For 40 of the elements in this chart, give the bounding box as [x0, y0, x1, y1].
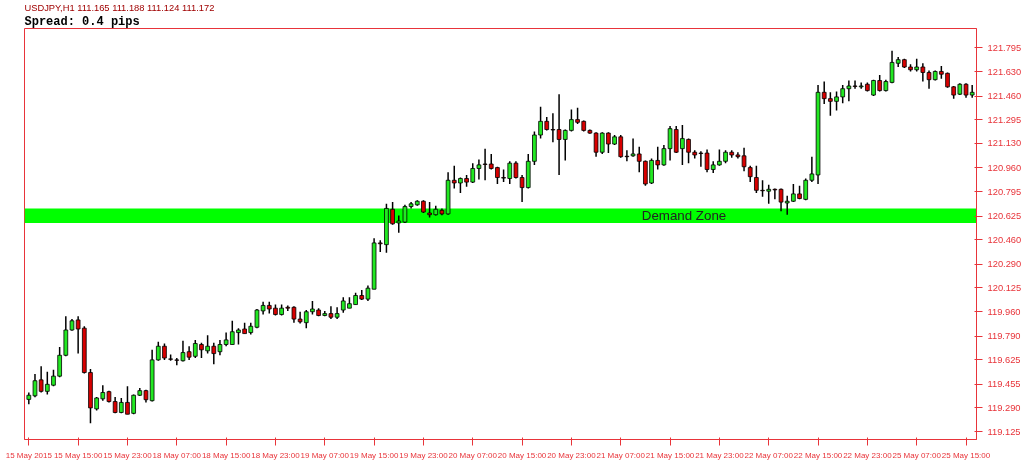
y-tick-label: 121.295 [987, 114, 1022, 125]
y-tick-label: 119.790 [987, 331, 1021, 342]
x-tick-label: 25 May 07:00 [892, 450, 942, 460]
y-tick-label: 119.290 [987, 402, 1021, 413]
x-tick-label: 21 May 23:00 [695, 450, 745, 460]
y-tick-label: 121.130 [987, 138, 1022, 149]
band-label: Demand Zone [641, 208, 727, 224]
y-tick-label: 120.460 [987, 234, 1022, 245]
x-tick-label: 15 May 15:00 [53, 450, 103, 460]
x-tick-label: 22 May 23:00 [843, 450, 893, 460]
x-tick-label: 19 May 23:00 [399, 450, 449, 460]
x-tick-label: 15 May 2015 [5, 450, 53, 460]
x-tick-label: 20 May 07:00 [448, 450, 498, 460]
x-tick-label: 18 May 07:00 [152, 450, 202, 460]
x-tick-label: 20 May 15:00 [497, 450, 547, 460]
x-tick-label: 15 May 23:00 [103, 450, 153, 460]
x-tick-label: 21 May 15:00 [645, 450, 695, 460]
x-tick-label: 22 May 15:00 [793, 450, 843, 460]
y-tick-label: 120.290 [987, 259, 1022, 270]
x-tick-label: 20 May 23:00 [547, 450, 597, 460]
annotation: Spread: 0.4 pips [24, 14, 140, 29]
x-tick-label: 25 May 15:00 [941, 450, 991, 460]
y-tick-label: 120.625 [987, 211, 1022, 222]
y-tick-label: 119.625 [987, 354, 1021, 365]
x-tick-label: 19 May 15:00 [349, 450, 399, 460]
y-tick-label: 119.455 [987, 379, 1021, 390]
y-tick-label: 120.795 [987, 186, 1022, 197]
y-tick-label: 121.460 [987, 91, 1022, 102]
y-tick-label: 121.630 [987, 66, 1022, 77]
y-tick-label: 119.125 [987, 426, 1021, 437]
chart-title: USDJPY,H1 111.165 111.188 111.124 111.172 [24, 2, 215, 13]
x-tick-label: 21 May 07:00 [596, 450, 646, 460]
y-tick-label: 119.960 [987, 306, 1021, 317]
y-tick-label: 121.795 [987, 42, 1022, 53]
x-tick-label: 18 May 23:00 [251, 450, 301, 460]
y-tick-label: 120.960 [987, 162, 1022, 173]
x-tick-label: 19 May 07:00 [300, 450, 350, 460]
x-tick-label: 18 May 15:00 [201, 450, 251, 460]
x-tick-label: 22 May 07:00 [744, 450, 794, 460]
y-tick-label: 120.125 [987, 282, 1022, 293]
